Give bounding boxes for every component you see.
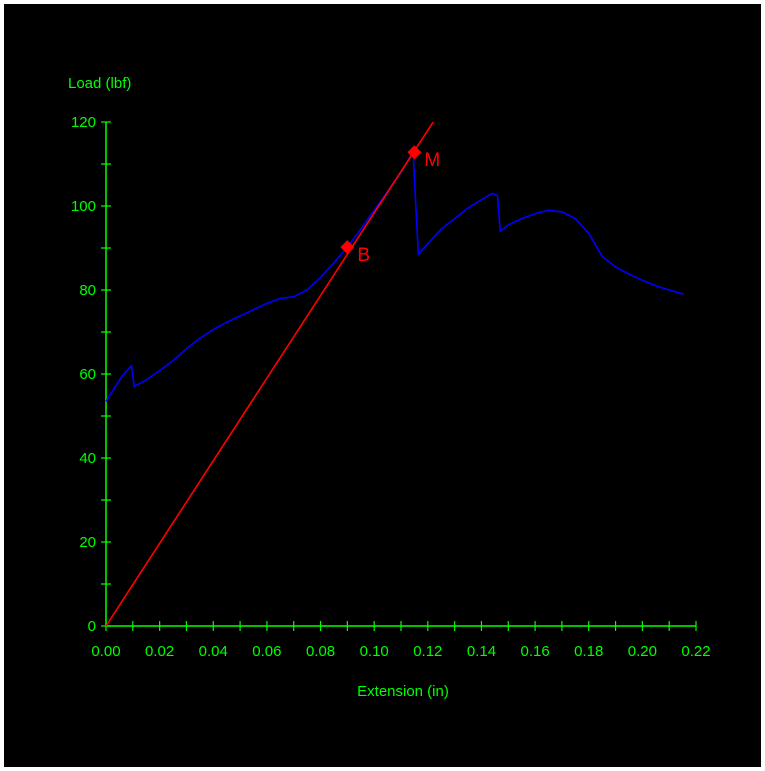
chart-frame: 0.00 0.02 0.04 0.06 0.08 0.10 0.12 0.14 0.16 0.18… [4,4,761,767]
marker-b-point [340,240,355,255]
x-tick-label: 0.18 [574,643,603,660]
x-tick-label: 0.08 [306,643,335,660]
y-tick-label: 100 [71,198,96,215]
modulus-line [105,121,434,627]
y-axis-title: Load (lbf) [68,75,131,92]
y-tick-label: 20 [79,534,96,551]
y-tick-label: 80 [79,282,96,299]
y-tick-label: 0 [88,618,96,635]
axes [105,122,696,627]
series [105,121,685,627]
x-tick-label: 0.16 [520,643,549,660]
marker-b-label: B [357,245,370,266]
x-tick-label: 0.14 [467,643,496,660]
marker-m-point [407,145,422,160]
x-tick-label: 0.04 [199,643,228,660]
x-tick-label: 0.20 [628,643,657,660]
y-tick-label: 60 [79,366,96,383]
ticks: 0.00 0.02 0.04 0.06 0.08 0.10 0.12 0.14 0.16 0.18… [71,114,711,660]
x-axis-title: Extension (in) [357,683,449,700]
x-tick-label: 0.10 [360,643,389,660]
marker-m-label: M [424,150,440,171]
x-tick-label: 0.12 [413,643,442,660]
load-curve-line [105,150,685,402]
y-tick-label: 40 [79,450,96,467]
x-tick-label: 0.02 [145,643,174,660]
x-tick-label: 0.00 [91,643,120,660]
load-extension-chart: 0.00 0.02 0.04 0.06 0.08 0.10 0.12 0.14 0.16 0.18… [68,75,711,700]
x-tick-label: 0.06 [252,643,281,660]
markers: BM [340,145,440,266]
x-tick-label: 0.22 [681,643,710,660]
y-tick-label: 120 [71,114,96,131]
